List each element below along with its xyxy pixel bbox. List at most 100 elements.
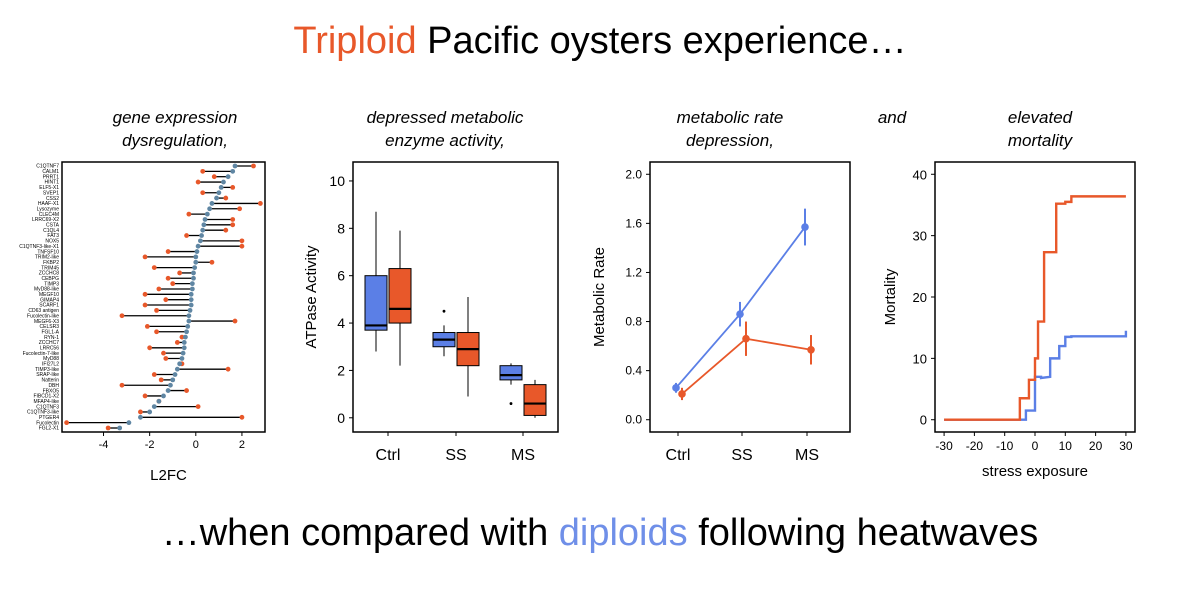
panel4-title-line2: mortality: [1007, 131, 1073, 150]
gene-label: GIMAP4: [40, 297, 59, 303]
triploid-point: [154, 329, 159, 335]
gene-label: CSS2: [46, 196, 59, 202]
x-tick-label: -10: [996, 439, 1014, 453]
triploid-point: [195, 179, 201, 185]
mortality-curve: [944, 195, 1126, 421]
diploid-point: [195, 243, 201, 249]
gene-label: C1QTNF3-like: [27, 410, 59, 416]
triploid-point: [230, 222, 236, 228]
gene-label: ZCCHC8: [39, 271, 59, 277]
triploid-point: [184, 388, 189, 393]
box-body: [499, 365, 523, 381]
panel1-title-line2: dysregulation,: [122, 131, 228, 150]
triploid-point: [163, 356, 169, 361]
triploid-point: [200, 190, 206, 196]
gene-label: Lysozyme: [37, 206, 60, 212]
diploid-point: [198, 238, 203, 244]
diploid-point: [168, 382, 173, 388]
gene-label: CLEC4M: [39, 212, 59, 218]
triploid-point: [239, 414, 245, 420]
gene-label: FGL1-A: [41, 329, 59, 335]
gene-label: CEBPG: [41, 276, 59, 282]
diploid-point: [151, 404, 157, 410]
diploid-point: [221, 179, 226, 185]
triploid-point: [119, 313, 125, 319]
triploid-point: [225, 366, 231, 372]
diploid-point: [192, 265, 198, 270]
data-point: [736, 310, 744, 318]
x-tick-label: MS: [795, 447, 819, 464]
triploid-point: [251, 163, 256, 169]
triploid-point: [200, 168, 206, 174]
x-tick-label: 20: [1089, 439, 1103, 453]
diploid-point: [126, 420, 132, 426]
gene-label: ZCCHC7: [39, 340, 59, 346]
gene-label: HINT1: [45, 180, 60, 186]
diploid-point: [181, 345, 187, 351]
diploid-point: [170, 377, 176, 383]
triploid-point: [186, 211, 192, 217]
y-tick-label: 0: [920, 413, 927, 428]
gene-label: LRRC69-X2: [32, 217, 59, 223]
triploid-point: [158, 377, 164, 383]
panel1-frame: [61, 161, 266, 433]
panel4-title: elevated mortality: [980, 106, 1100, 152]
box-body: [523, 384, 547, 416]
panel3-title-line1: metabolic rate: [676, 108, 784, 127]
triploid-point: [64, 420, 70, 426]
triploid-point: [211, 174, 217, 180]
headline-bottom-pre: …when compared with: [161, 512, 559, 554]
y-tick-label: 40: [913, 167, 927, 182]
gene-label: RYN-1: [44, 335, 59, 341]
x-tick-label: -4: [99, 439, 109, 451]
gene-label: NOX5: [45, 239, 59, 245]
triploid-point: [142, 393, 148, 399]
y-tick-label: 1.2: [625, 265, 642, 279]
box-body: [388, 268, 412, 324]
diploid-point: [194, 249, 200, 254]
diploid-point: [193, 259, 199, 265]
diploid-point: [214, 195, 219, 201]
y-tick-label: 8: [337, 220, 345, 236]
triploid-point: [119, 382, 125, 388]
gene-label: PTGER4: [39, 415, 59, 421]
triploid-point: [195, 404, 201, 410]
box-body: [364, 275, 388, 331]
panel2-title-line1: depressed metabolic: [366, 108, 524, 127]
y-tick-label: 2.0: [625, 167, 642, 181]
headline-bottom-post: following heatwaves: [687, 512, 1039, 554]
y-tick-label: 1.6: [625, 216, 642, 230]
gene-label: MyD88: [43, 356, 59, 362]
x-tick-label: 0: [193, 439, 199, 451]
gene-label: TIMP3-like: [35, 367, 59, 373]
gene-label: CELSR3: [40, 324, 60, 330]
triploid-point: [154, 307, 159, 313]
triploid-point: [257, 201, 263, 206]
x-axis-label: L2FC: [150, 467, 187, 484]
gene-label: FKBP2: [43, 260, 59, 266]
triploid-point: [156, 286, 162, 292]
diploid-point: [188, 302, 194, 308]
y-axis-label: Metabolic Rate: [591, 247, 608, 347]
gene-label: FAT3: [47, 233, 59, 239]
panel1-title: gene expression dysregulation,: [85, 106, 265, 152]
x-tick-label: MS: [511, 447, 535, 464]
triploid-point: [105, 425, 111, 431]
triploid-point: [151, 372, 157, 377]
triploid-point: [179, 334, 185, 340]
triploid-point: [165, 275, 171, 281]
diploid-point: [174, 366, 180, 372]
diploid-point: [209, 201, 215, 206]
diploid-point: [172, 372, 178, 377]
gene-label: TIMP3: [44, 281, 59, 287]
panel1-title-line1: gene expression: [112, 108, 238, 127]
triploid-point: [165, 249, 171, 254]
triploid-point: [151, 265, 157, 270]
gene-label: C1QL4: [43, 228, 59, 234]
gene-label: DBH: [48, 383, 59, 389]
y-tick-label: 20: [913, 290, 927, 305]
diploid-point: [165, 388, 171, 393]
triploid-point: [147, 345, 153, 351]
y-tick-label: 0.8: [625, 315, 642, 329]
